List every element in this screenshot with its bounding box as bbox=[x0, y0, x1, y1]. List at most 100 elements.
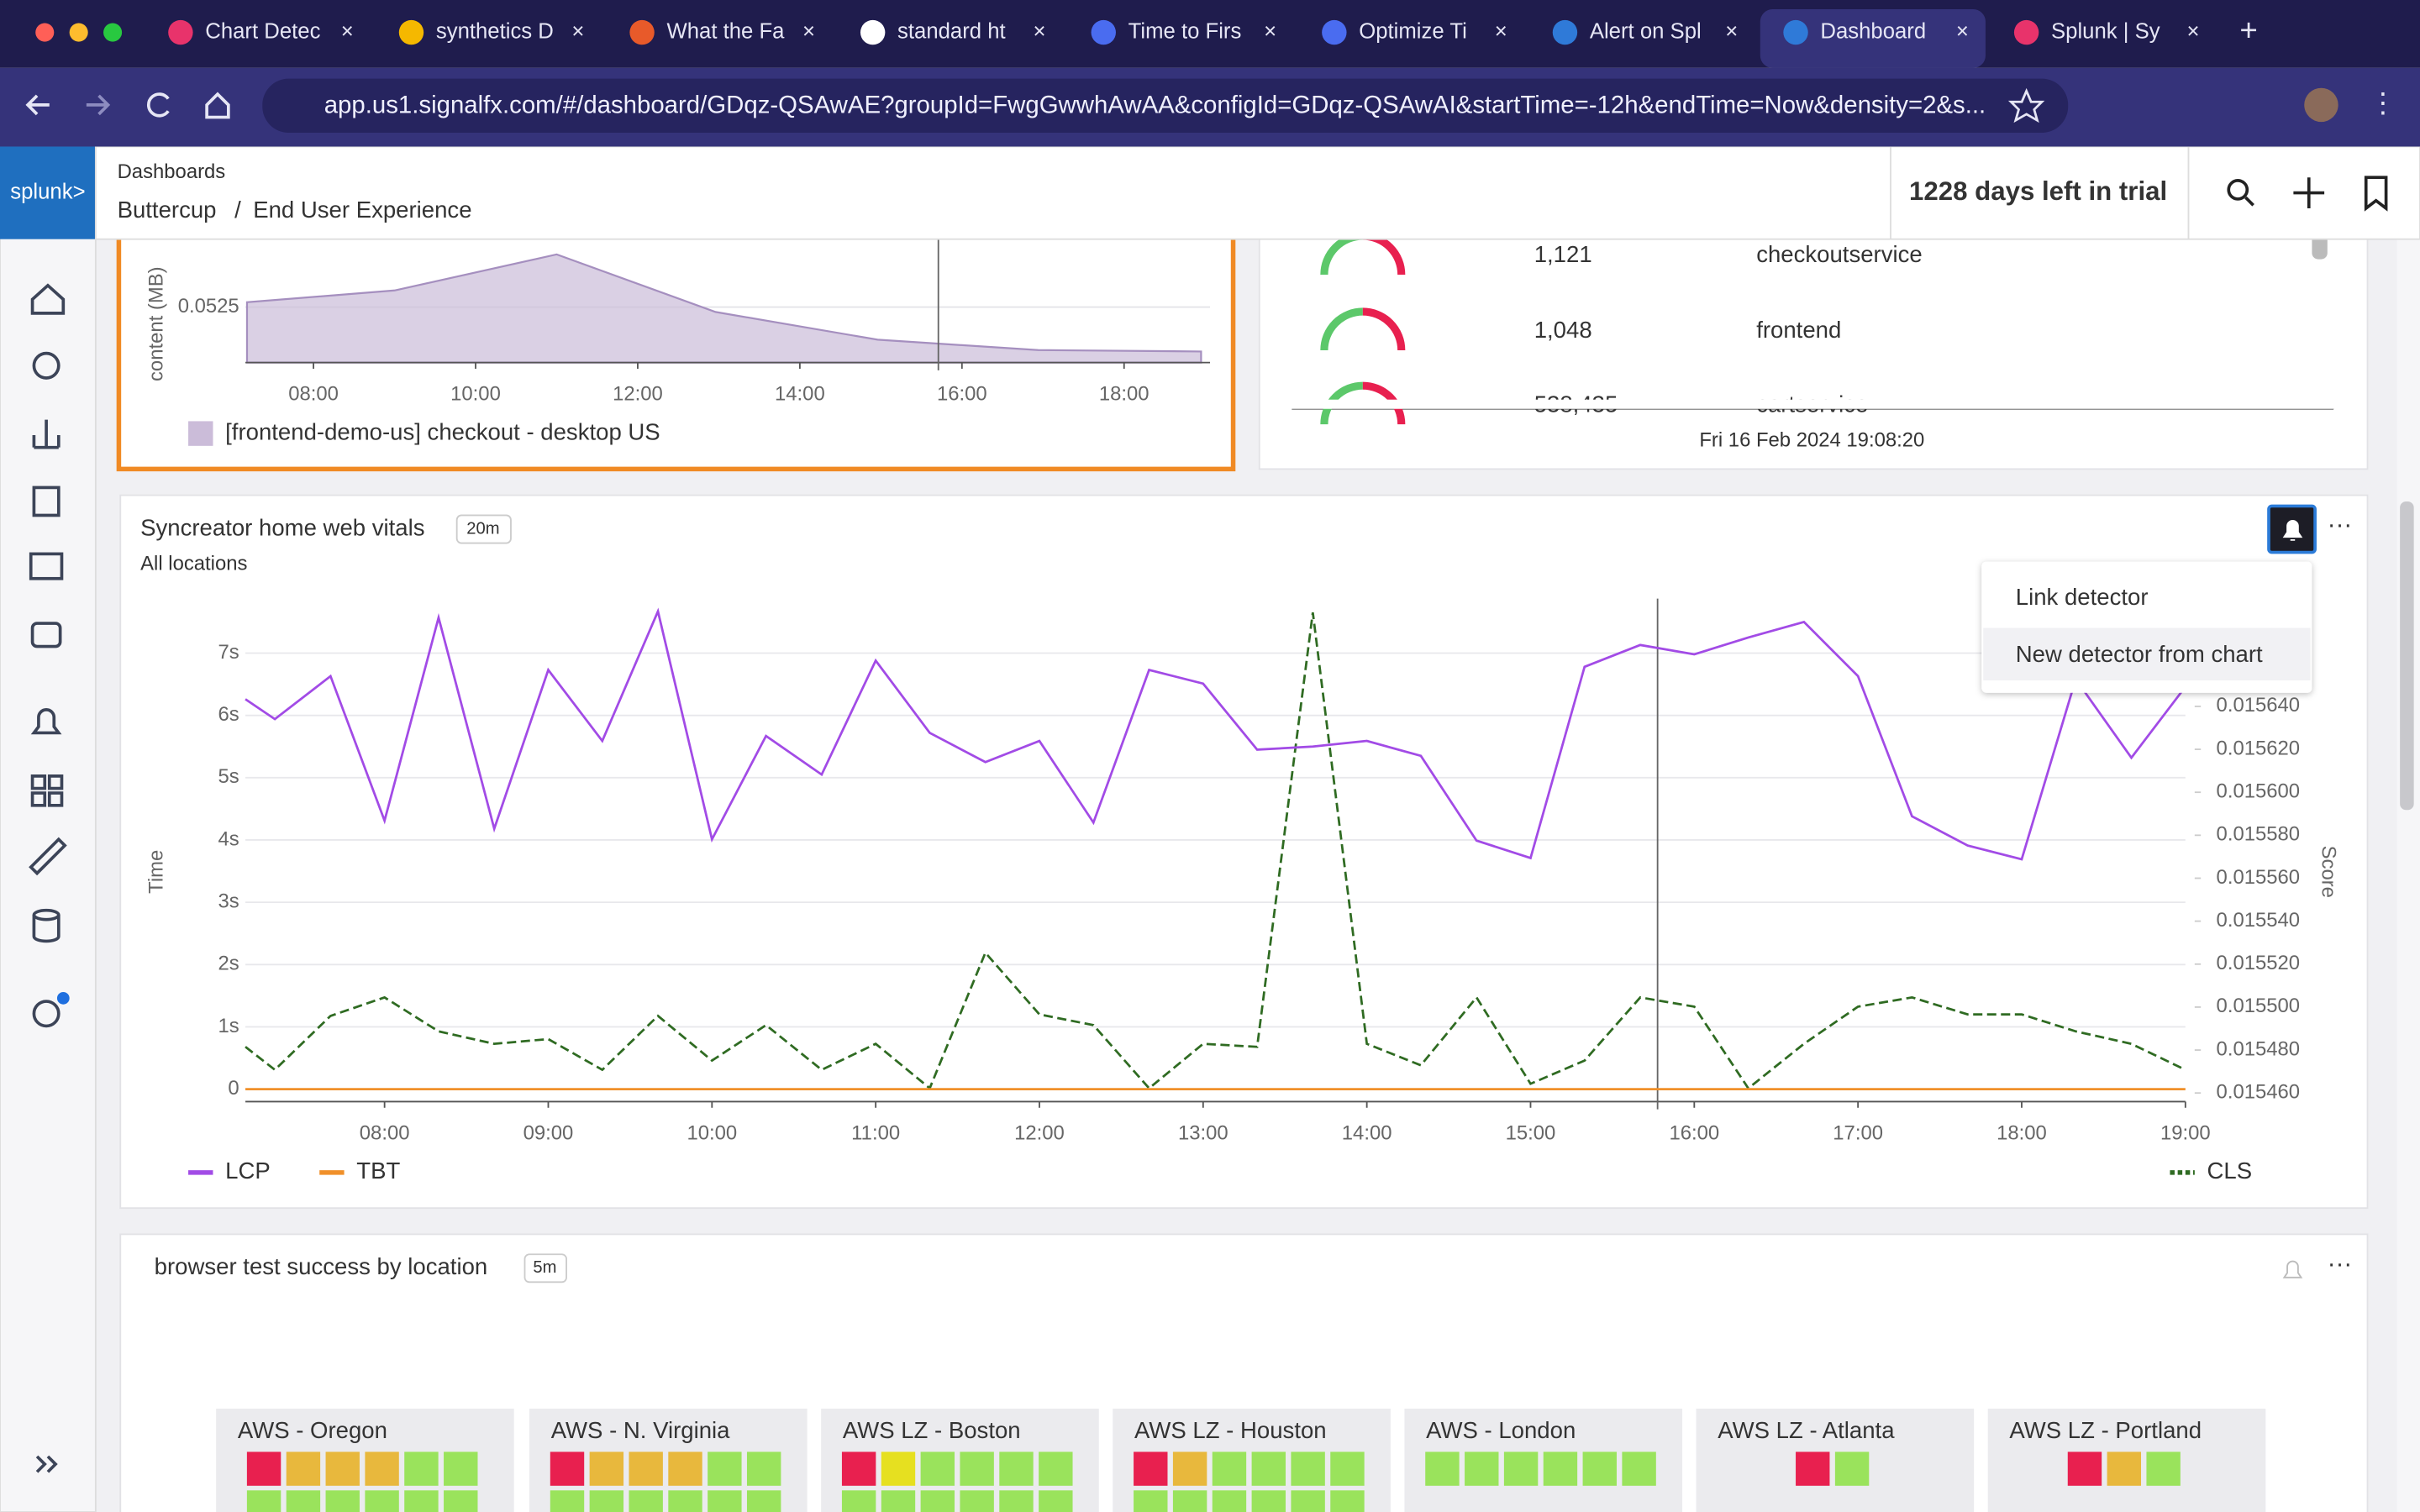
y-tick-label: 0.0525 bbox=[178, 295, 239, 318]
back[interactable] bbox=[25, 94, 50, 116]
forward[interactable] bbox=[86, 94, 111, 116]
nav-home[interactable] bbox=[30, 283, 66, 315]
tab-icon bbox=[168, 19, 193, 45]
services-panel bbox=[1258, 239, 2369, 470]
expand[interactable] bbox=[35, 1455, 58, 1473]
status-cell bbox=[1330, 1490, 1365, 1512]
add[interactable] bbox=[2293, 177, 2325, 208]
nav-settings[interactable] bbox=[32, 1000, 60, 1028]
y2-tick-label: 0.015500 bbox=[2217, 995, 2301, 1017]
bookmark[interactable] bbox=[2364, 176, 2388, 212]
status-cell bbox=[1212, 1452, 1247, 1486]
nav-metrics[interactable] bbox=[29, 837, 67, 876]
tab-title[interactable]: Time to Firs bbox=[1128, 19, 1242, 43]
y-tick-label: 3s bbox=[218, 890, 239, 912]
nav-synthetics[interactable] bbox=[30, 622, 62, 648]
status-cell bbox=[629, 1452, 663, 1486]
x-tick-label: 10:00 bbox=[687, 1121, 737, 1144]
status-cell bbox=[404, 1452, 439, 1486]
location-name: AWS - London bbox=[1426, 1417, 1576, 1443]
home[interactable] bbox=[205, 92, 230, 119]
nav-buttons bbox=[25, 92, 230, 119]
tab-title[interactable]: Chart Detec bbox=[205, 19, 320, 43]
nav-infra[interactable] bbox=[32, 351, 60, 380]
bookmark-star[interactable] bbox=[2007, 87, 2045, 123]
tab-title[interactable]: Optimize Ti bbox=[1359, 19, 1467, 43]
status-cell bbox=[841, 1490, 876, 1512]
y-tick-label: 4s bbox=[218, 827, 239, 850]
status-cell bbox=[1039, 1490, 1073, 1512]
panel-title: browser test success by location bbox=[155, 1253, 488, 1279]
gauge-icons bbox=[1320, 239, 1406, 425]
x-tick-label: 14:00 bbox=[775, 383, 825, 406]
panel-scrollbar bbox=[2312, 239, 2328, 260]
x-tick-label: 19:00 bbox=[2160, 1121, 2211, 1144]
zoom-window[interactable] bbox=[103, 23, 123, 42]
tab-title[interactable]: Alert on Spl bbox=[1590, 19, 1702, 43]
status-cell bbox=[1425, 1452, 1460, 1486]
tab-close[interactable]: × bbox=[802, 19, 815, 43]
close-window[interactable] bbox=[35, 23, 55, 42]
tab-close[interactable]: × bbox=[1956, 19, 1969, 43]
tab-title[interactable]: What the Fa bbox=[666, 19, 785, 43]
y-tick-label: 0 bbox=[228, 1077, 239, 1100]
x-tick-label: 10:00 bbox=[450, 383, 501, 406]
x-tick-label: 09:00 bbox=[523, 1121, 574, 1144]
tab-close[interactable]: × bbox=[341, 19, 354, 43]
nav-logs[interactable] bbox=[32, 486, 60, 517]
location-name: AWS LZ - Atlanta bbox=[1718, 1417, 1895, 1443]
y-tick-label: 7s bbox=[218, 641, 239, 664]
nav-dashboards[interactable] bbox=[30, 774, 64, 807]
more-menu[interactable]: ··· bbox=[2328, 511, 2352, 538]
status-cell bbox=[1503, 1452, 1539, 1486]
tab-title[interactable]: standard ht bbox=[897, 19, 1006, 43]
new-tab[interactable]: + bbox=[2239, 13, 2257, 47]
tab-close[interactable]: × bbox=[571, 19, 584, 43]
legend-label: LCP bbox=[225, 1158, 271, 1184]
more-menu[interactable]: ··· bbox=[2328, 1250, 2352, 1278]
location-name: AWS LZ - Portland bbox=[2009, 1417, 2202, 1443]
y2-tick-label: 0.015600 bbox=[2217, 780, 2301, 803]
search[interactable] bbox=[2227, 179, 2249, 201]
status-cell bbox=[1796, 1452, 1830, 1486]
tab-close[interactable]: × bbox=[1725, 19, 1738, 43]
dashboard-group[interactable]: Buttercup bbox=[118, 197, 217, 223]
section[interactable]: Dashboards bbox=[118, 160, 226, 183]
menu-item[interactable]: New detector from chart bbox=[2016, 641, 2263, 667]
menu-item[interactable]: Link detector bbox=[2016, 584, 2149, 610]
tab-close[interactable]: × bbox=[2186, 19, 2199, 43]
tab-close[interactable]: × bbox=[1034, 19, 1046, 43]
profile[interactable] bbox=[2304, 87, 2338, 123]
url[interactable]: app.us1.signalfx.com/#/dashboard/GDqz-QS… bbox=[324, 92, 1986, 119]
reload[interactable] bbox=[146, 92, 170, 118]
minimize-window[interactable] bbox=[69, 23, 88, 42]
tab-icon bbox=[1322, 19, 1347, 45]
active-tab bbox=[1760, 9, 1986, 68]
x-tick-label: 14:00 bbox=[1342, 1121, 1392, 1144]
logo-box[interactable] bbox=[0, 146, 96, 239]
y2-tick-label: 0.015580 bbox=[2217, 823, 2301, 846]
status-cell bbox=[960, 1490, 994, 1512]
status-cell bbox=[960, 1452, 994, 1486]
status-cell bbox=[999, 1490, 1034, 1512]
tab-title[interactable]: synthetics D bbox=[436, 19, 554, 43]
bell-icon bbox=[2282, 519, 2303, 541]
status-cell bbox=[1212, 1490, 1247, 1512]
x-tick-label: 11:00 bbox=[851, 1121, 900, 1144]
legend-label: [frontend-demo-us] checkout - desktop US bbox=[225, 418, 660, 444]
tab-icon bbox=[860, 19, 886, 45]
resolution-badge bbox=[523, 1253, 567, 1284]
nav-rum[interactable] bbox=[29, 552, 64, 580]
tab-close[interactable]: × bbox=[1264, 19, 1276, 43]
tab-title[interactable]: Splunk | Sy bbox=[2051, 19, 2160, 43]
status-cell bbox=[589, 1490, 624, 1512]
location-name: AWS LZ - Houston bbox=[1134, 1417, 1327, 1443]
nav-apm[interactable] bbox=[32, 419, 60, 449]
tab-title[interactable]: Dashboard bbox=[1820, 19, 1926, 43]
scroll-thumb[interactable] bbox=[2400, 501, 2414, 811]
browser-menu[interactable]: ⋮ bbox=[2369, 88, 2396, 119]
address-bar[interactable] bbox=[262, 78, 2069, 133]
nav-alerts[interactable] bbox=[30, 708, 62, 735]
tab-close[interactable]: × bbox=[1495, 19, 1507, 43]
bell-icon[interactable] bbox=[2282, 1260, 2303, 1278]
